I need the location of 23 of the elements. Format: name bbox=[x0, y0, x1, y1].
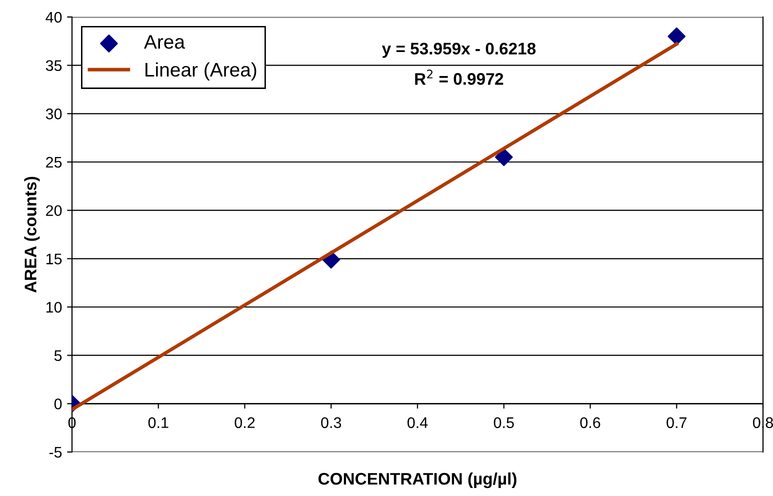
y-tick-label: 10 bbox=[46, 302, 62, 313]
y-tick-label: 30 bbox=[46, 108, 62, 120]
annotation: y = 53.959x - 0.6218 bbox=[382, 42, 536, 58]
x-tick-label: 0.2 bbox=[234, 417, 255, 428]
y-tick-label: 20 bbox=[46, 205, 62, 216]
y-tick-label: -5 bbox=[49, 447, 62, 458]
y-tick-label: 0 bbox=[54, 398, 62, 410]
x-tick-label: 0.7 bbox=[666, 417, 686, 428]
legend-label: Area bbox=[144, 35, 186, 49]
y-tick-label: 40 bbox=[46, 12, 62, 23]
y-tick-label: 25 bbox=[46, 156, 62, 168]
y-axis-title: AREA (counts) bbox=[24, 176, 40, 293]
legend-label: Linear (Area) bbox=[146, 62, 256, 80]
x-tick-label: 0.5 bbox=[494, 417, 514, 428]
annotation: R$^{2}$ = 0.9972 bbox=[415, 70, 504, 85]
x-axis-title: CONCENTRATION (µg/µl) bbox=[318, 472, 516, 488]
x-tick-label: 0.6 bbox=[580, 417, 600, 428]
y-tick-label: 5 bbox=[54, 350, 62, 362]
x-tick-label: 0.3 bbox=[321, 417, 342, 428]
y-tick-label: 15 bbox=[46, 254, 62, 264]
y-tick-label: 35 bbox=[46, 60, 62, 72]
x-tick-label: 0.1 bbox=[148, 417, 168, 428]
x-tick-label: 0.4 bbox=[407, 417, 428, 428]
